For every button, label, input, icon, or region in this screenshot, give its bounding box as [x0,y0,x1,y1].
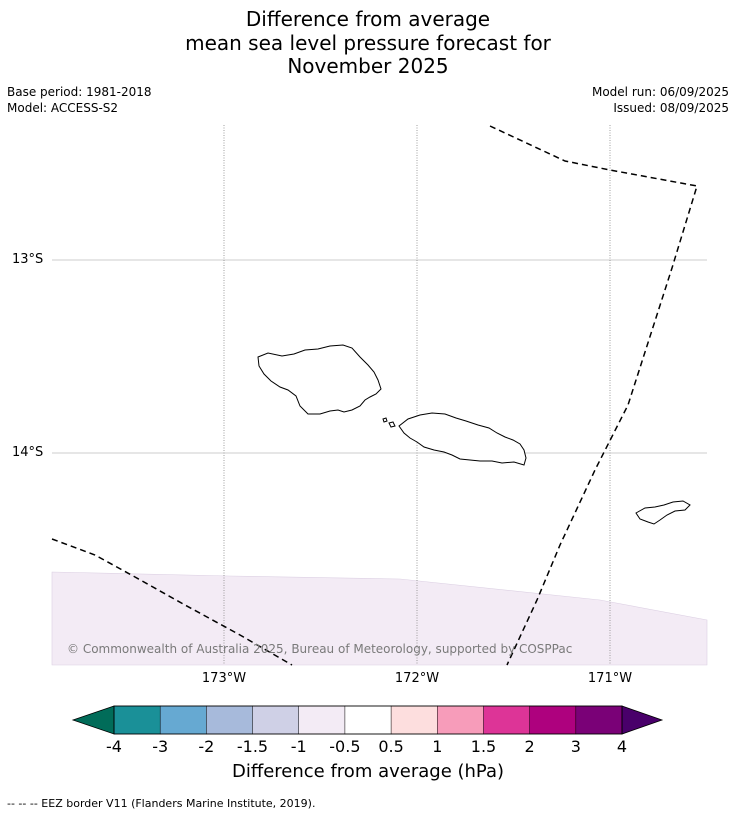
colorbar-tick-label: 4 [616,737,628,756]
colorbar-tick-label: -0.5 [329,737,361,756]
issued-date: Issued: 08/09/2025 [613,101,729,115]
title-line-3: November 2025 [287,54,449,78]
model-run: Model run: 06/09/2025 [591,85,729,99]
savaii-island [257,344,382,415]
lon-label-173w: 173°W [201,671,247,686]
colorbar-tick-label: -3 [152,737,169,756]
colorbar-segments [113,705,623,735]
eez-border-north-east [489,125,698,666]
colorbar-over-arrow [621,705,664,735]
title-line-1: Difference from average [245,7,491,31]
colorbar-tick-label: -1 [290,737,307,756]
colorbar-segment [575,705,623,735]
colorbar-segment [529,705,577,735]
colorbar-tick-label: 2 [524,737,535,756]
title-line-2: mean sea level pressure forecast for [185,30,551,55]
colorbar-segment [344,705,392,735]
colorbar-segment [252,705,300,735]
copyright-notice: © Commonwealth of Australia 2025, Bureau… [67,642,573,656]
colorbar-tick-label: 1.5 [470,737,497,756]
upolu-island [398,412,527,466]
colorbar-segment [390,705,438,735]
map-title: Difference from average mean sea level p… [0,7,736,79]
manono-islet [388,421,396,428]
colorbar-segment [483,705,531,735]
anomaly-shading [51,571,708,666]
colorbar-label: Difference from average (hPa) [231,761,505,782]
lat-label-13s: 13°S [12,252,44,267]
lon-label-172w: 172°W [394,671,440,686]
colorbar-under-arrow [71,705,115,735]
colorbar-tick-label: 1 [432,737,443,756]
eez-border-south-west [51,538,293,666]
colorbar-outline [113,705,623,735]
colorbar-tick-label: -1.5 [236,737,269,756]
meta-right: Model run: 06/09/2025 Issued: 08/09/2025 [592,84,729,116]
colorbar-segment [437,705,484,735]
meta-left: Base period: 1981-2018 Model: ACCESS-S2 [7,84,152,116]
eez-legend-note: -- -- -- EEZ border V11 (Flanders Marine… [7,797,316,810]
colorbar-tick-label: 3 [570,737,581,756]
colorbar-segment [206,705,254,735]
colorbar-tick-label: -4 [106,737,122,756]
colorbar-tick-label: 0.5 [378,737,404,756]
lat-label-14s: 14°S [12,445,44,460]
apolima-islet [382,417,388,423]
model-name: Model: ACCESS-S2 [7,101,119,115]
colorbar-segment [298,705,346,735]
colorbar-segment [113,705,161,735]
colorbar-segment [159,705,207,735]
base-period: Base period: 1981-2018 [7,85,152,99]
colorbar-tick-label: -2 [198,737,215,756]
tutuila-island [635,500,691,525]
lon-label-171w: 171°W [587,671,633,686]
